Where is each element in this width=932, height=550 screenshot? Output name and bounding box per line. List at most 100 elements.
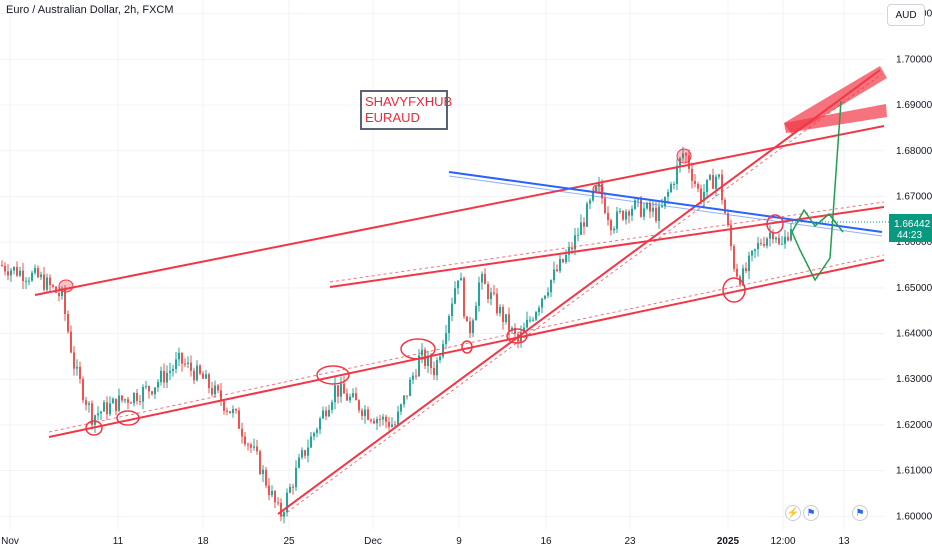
candle-body [646,203,648,209]
candle-body [595,186,597,192]
candle-body [352,393,354,397]
candle-body [91,403,93,425]
candle-body [604,198,606,213]
candle-body [610,220,612,231]
candle-body [448,316,450,334]
candle-body [412,375,414,380]
candle-body [130,402,132,404]
candle-body [67,313,69,332]
candle-body [565,254,567,263]
candle-body [526,319,528,328]
candle-body [253,446,255,448]
candle-body [379,419,381,421]
x-tick-label: Dec [364,536,382,547]
candle-body [40,274,42,278]
candle-body [157,382,159,388]
candle-body [454,288,456,304]
currency-button[interactable]: AUD [887,4,925,26]
candle-body [226,410,228,412]
candle-body [475,305,477,321]
candle-body [4,265,6,272]
candle-body [160,370,162,383]
candle-body [235,409,237,411]
candle-body [229,411,231,414]
candle-body [730,225,732,247]
candle-body [382,416,384,420]
swing-marker [676,148,692,164]
candle-body [586,203,588,227]
candle-body [289,486,291,493]
candle-body [676,165,678,185]
candle-body [778,237,780,244]
candle-body [634,200,636,209]
candle-body [436,360,438,376]
candle-body [433,367,435,376]
candle-body [187,362,189,364]
candle-body [751,250,753,256]
candle-body [580,222,582,235]
candle-body [775,237,777,240]
candle-body [274,491,276,503]
candle-body [658,206,660,221]
candle-body [238,410,240,429]
candle-body [757,242,759,250]
candle-body [94,415,96,425]
candle-body [100,411,102,414]
candle-body [145,386,147,388]
candle-body [79,366,81,380]
flag-icon[interactable]: ⚑ [803,505,819,521]
rising-trendline [277,69,881,515]
candle-body [85,400,87,405]
candle-body [328,409,330,417]
candle-body [175,359,177,369]
candle-body [34,268,36,273]
candle-body [613,228,615,231]
lower-channel-line [48,259,885,438]
candle-body [670,184,672,192]
candle-body [46,277,48,290]
y-tick-label: 1.62000 [896,420,932,431]
candle-body [718,174,720,177]
candle-body [1,265,3,266]
candle-body [478,282,480,306]
candle-body [16,266,18,276]
candle-body [763,243,765,246]
candle-body [334,385,336,403]
candle-body [667,191,669,197]
candle-body [316,429,318,433]
candle-body [37,268,39,278]
candle-body [184,363,186,365]
candle-body [109,403,111,415]
candle-body [397,411,399,425]
candle-body [754,249,756,251]
y-tick-label: 1.70000 [896,54,932,65]
x-tick-label: 18 [197,536,209,547]
candle-body [736,268,738,277]
candle-body [733,246,735,269]
candle-body [391,424,393,427]
candle-body [532,319,534,321]
candle-body [622,210,624,220]
candle-body [700,188,702,202]
candle-body [271,491,273,496]
y-tick-label: 1.67000 [896,191,932,202]
candle-body [355,393,357,401]
lightning-icon[interactable]: ⚡ [785,505,801,521]
candle-body [385,416,387,422]
candle-body [232,409,234,414]
swing-marker [461,340,473,354]
candle-body [616,211,618,229]
candle-body [787,236,789,241]
candle-body [112,398,114,404]
y-tick-label: 1.66000 [896,237,932,248]
candle-body [703,191,705,202]
candle-body [655,207,657,221]
candle-body [169,370,171,373]
candle-body [25,280,27,282]
candle-body [541,298,543,308]
candle-body [322,410,324,419]
candle-body [82,379,84,401]
flag-icon[interactable]: ⚑ [852,505,868,521]
x-tick-label: 13 [838,536,850,547]
